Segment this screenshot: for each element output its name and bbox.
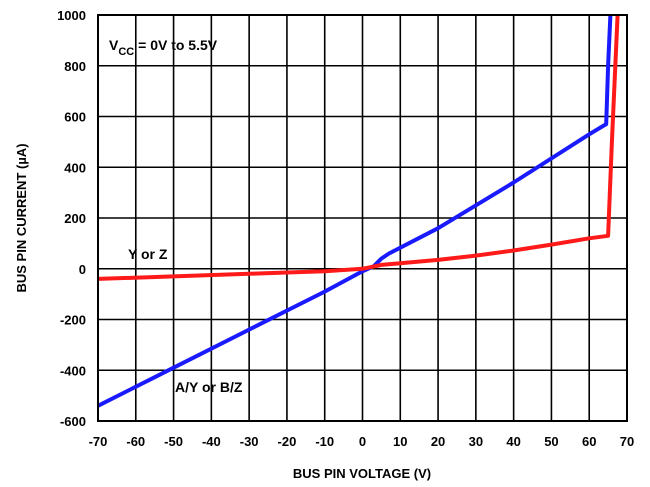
x-tick-label: 60 — [582, 434, 596, 449]
x-tick-label: 0 — [359, 434, 366, 449]
vcc-annotation: VCC = 0V to 5.5V — [109, 37, 218, 58]
x-tick-label: -30 — [240, 434, 259, 449]
x-tick-label: -20 — [278, 434, 297, 449]
x-axis-label: BUS PIN VOLTAGE (V) — [293, 466, 431, 481]
x-tick-label: -40 — [202, 434, 221, 449]
series-line-y-or-z — [97, 14, 620, 281]
series-label-y-or-z: Y or Z — [128, 246, 168, 262]
x-tick-label: -10 — [315, 434, 334, 449]
y-tick-label: 0 — [79, 262, 86, 277]
x-tick-label: -70 — [89, 434, 108, 449]
series-label-ay-or-bz: A/Y or B/Z — [175, 379, 243, 395]
y-tick-label: -600 — [60, 414, 86, 429]
x-tick-label: 10 — [393, 434, 407, 449]
x-tick-label: 40 — [506, 434, 520, 449]
vcc-annotation-main: V — [109, 37, 119, 53]
x-tick-label: 70 — [620, 434, 634, 449]
y-axis-label: BUS PIN CURRENT (µA) — [14, 143, 29, 292]
x-tick-label: -60 — [126, 434, 145, 449]
y-tick-label: 1000 — [57, 8, 86, 23]
vcc-annotation-rest: = 0V to 5.5V — [134, 37, 218, 53]
vcc-annotation-subscript: CC — [118, 46, 134, 58]
x-tick-label: 20 — [431, 434, 445, 449]
series-line-ay-or-bz — [97, 14, 613, 408]
y-tick-labels: 1000 800 600 400 200 0 -200 -400 -600 — [57, 8, 86, 429]
y-tick-label: 600 — [64, 110, 86, 125]
x-tick-labels: -70 -60 -50 -40 -30 -20 -10 0 10 20 30 40 50 60 70 — [89, 434, 635, 449]
plot-frame — [97, 14, 628, 422]
y-tick-label: 800 — [64, 59, 86, 74]
series-layer — [97, 14, 620, 408]
y-tick-label: -400 — [60, 363, 86, 378]
x-tick-label: -50 — [164, 434, 183, 449]
x-tick-label: 30 — [469, 434, 483, 449]
grid — [97, 14, 628, 422]
x-tick-label: 50 — [544, 434, 558, 449]
y-tick-label: 200 — [64, 211, 86, 226]
y-tick-label: 400 — [64, 160, 86, 175]
y-tick-label: -200 — [60, 313, 86, 328]
